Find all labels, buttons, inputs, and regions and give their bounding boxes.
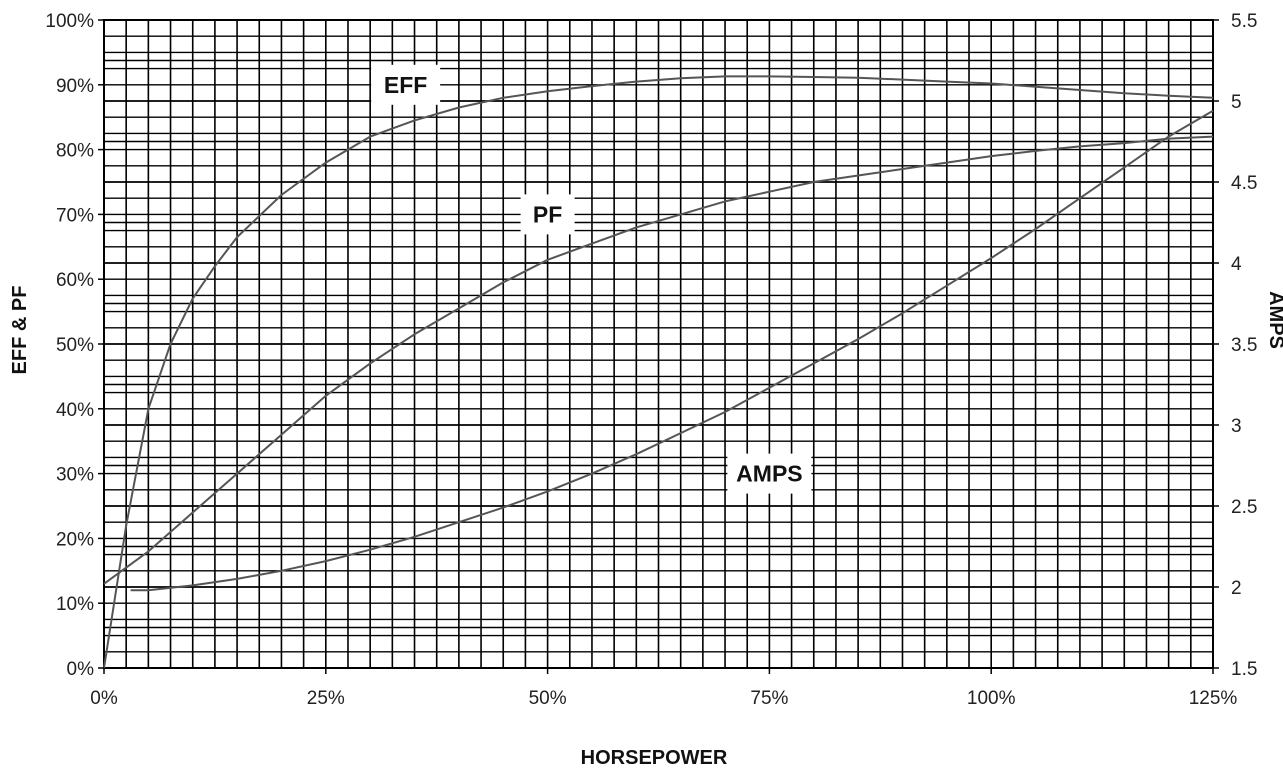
y-tick-label-left: 0%	[67, 659, 95, 680]
chart-annotations: EFF PF AMPS	[371, 64, 812, 494]
curve-label-pf: PF	[533, 201, 562, 227]
y-tick-label-left: 40%	[56, 400, 94, 421]
curve-label-box	[727, 453, 812, 494]
y-axis-title-right: AMPS	[1265, 291, 1283, 349]
chart-ticks: 0%10%20%30%40%50%60%70%80%90%100%1.522.5…	[45, 11, 1257, 709]
y-tick-label-right: 5	[1231, 92, 1242, 113]
series-line-amps	[130, 109, 1214, 592]
series-line-pf	[103, 135, 1214, 585]
chart-series	[103, 75, 1214, 669]
curve-label-amps: AMPS	[736, 461, 802, 487]
y-tick-label-left: 90%	[56, 76, 94, 97]
curve-label-box	[371, 64, 441, 105]
y-tick-label-right: 5.5	[1231, 11, 1257, 32]
y-tick-label-left: 30%	[56, 465, 94, 486]
series-line-eff	[103, 75, 1214, 669]
y-tick-label-left: 100%	[45, 11, 94, 32]
y-tick-label-left: 20%	[56, 529, 94, 550]
x-tick-label: 100%	[967, 688, 1016, 709]
y-tick-label-left: 70%	[56, 205, 94, 226]
y-tick-label-left: 80%	[56, 141, 94, 162]
y-tick-label-left: 50%	[56, 335, 94, 356]
y-axis-title-left: EFF & PF	[9, 286, 31, 375]
y-tick-label-left: 10%	[56, 594, 94, 615]
y-tick-label-right: 1.5	[1231, 659, 1257, 680]
y-tick-label-right: 3.5	[1231, 335, 1257, 356]
x-tick-label: 125%	[1189, 688, 1238, 709]
curve-label-eff: EFF	[384, 72, 427, 98]
x-tick-label: 25%	[307, 688, 345, 709]
chart-grid	[103, 19, 1214, 669]
y-tick-label-right: 4	[1231, 254, 1242, 275]
x-tick-label: 50%	[529, 688, 567, 709]
y-tick-label-left: 60%	[56, 270, 94, 291]
y-tick-label-right: 2.5	[1231, 497, 1257, 518]
curve-label-box	[520, 194, 575, 235]
x-tick-label: 0%	[90, 688, 118, 709]
y-tick-label-right: 3	[1231, 416, 1242, 437]
x-tick-label: 75%	[750, 688, 788, 709]
y-tick-label-right: 4.5	[1231, 173, 1257, 194]
y-tick-label-right: 2	[1231, 578, 1242, 599]
x-axis-title: HORSEPOWER	[581, 747, 728, 769]
